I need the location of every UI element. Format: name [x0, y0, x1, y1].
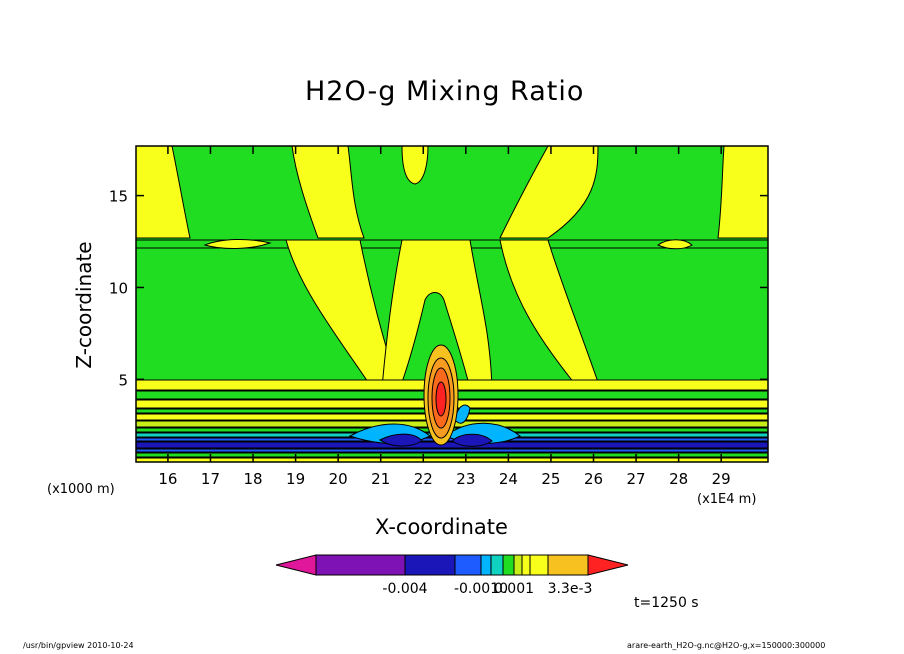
colorbar-swatch [502, 554, 515, 576]
surface-band-9 [136, 441, 768, 449]
x-tick-label: 26 [584, 470, 603, 488]
x-tick-label: 20 [329, 470, 348, 488]
cyan-patch-upper [454, 404, 471, 424]
x-tick-label: 28 [669, 470, 688, 488]
x-tick-label: 16 [158, 470, 177, 488]
tongue-left [203, 238, 272, 250]
x-tick-label: 22 [414, 470, 433, 488]
colorbar-swatch [480, 554, 492, 576]
surface-band-11 [136, 452, 768, 458]
plume-center-mid [381, 239, 493, 389]
x-tick-label: 18 [243, 470, 262, 488]
tongue-right [657, 239, 693, 250]
colorbar-label: 3.3e-3 [548, 581, 593, 597]
x-axis-label: X-coordinate [375, 515, 508, 539]
footer-left: /usr/bin/gpview 2010-10-24 [23, 641, 134, 650]
y-tick-label: 10 [109, 279, 128, 297]
surface-band-10 [136, 448, 768, 453]
x-tick-label: 23 [456, 470, 475, 488]
colorbar-swatch [529, 554, 549, 576]
x-unit-label: (x1E4 m) [697, 492, 757, 507]
plot-frame [135, 145, 769, 463]
navy-patch-left [379, 433, 423, 447]
contour-field [136, 146, 768, 462]
plume-right-top [499, 146, 599, 239]
colorbar-label: 0.001 [494, 581, 534, 597]
colorbar-swatch [513, 554, 523, 576]
plume-center-top [401, 146, 429, 185]
plume-left-top [291, 146, 365, 239]
y-axis-label: Z-coordinate [72, 241, 96, 369]
chart-title: H2O-g Mixing Ratio [305, 76, 585, 107]
colorbar-label: -0.0010 [454, 581, 508, 597]
colorbar-swatch [521, 554, 531, 576]
x-tick-label: 29 [712, 470, 731, 488]
y-tick-label: 5 [118, 371, 128, 389]
y-unit-label: (x1000 m) [47, 482, 115, 497]
colorbar-swatch [490, 554, 504, 576]
colorbar-swatch [404, 554, 456, 576]
upper-right-region [717, 146, 768, 239]
colorbar-label: -0.004 [382, 581, 427, 597]
x-tick-label: 27 [627, 470, 646, 488]
time-label: t=1250 s [634, 595, 699, 611]
colorbar-arrow-left [275, 554, 317, 576]
x-tick-label: 24 [499, 470, 518, 488]
surface-band-12 [136, 457, 768, 462]
x-tick-label: 19 [286, 470, 305, 488]
navy-patch-right [451, 433, 493, 447]
colorbar-swatch [454, 554, 482, 576]
contour-regions [136, 146, 768, 462]
colorbar-arrow-right [587, 554, 629, 576]
core-contour-3 [435, 381, 447, 417]
plot-axes: 16 17 18 19 20 21 22 23 24 25 26 27 28 29 5 10 15 [109, 145, 769, 488]
y-tick-label: 15 [109, 188, 128, 206]
footer-right: arare-earth_H2O-g.nc@H2O-g,x=150000:3000… [627, 641, 826, 650]
colorbar-swatch [315, 554, 406, 576]
x-tick-label: 17 [201, 470, 220, 488]
x-tick-label: 21 [371, 470, 390, 488]
x-tick-label: 25 [541, 470, 560, 488]
upper-left-region [136, 146, 191, 239]
colorbar-swatch [547, 554, 589, 576]
